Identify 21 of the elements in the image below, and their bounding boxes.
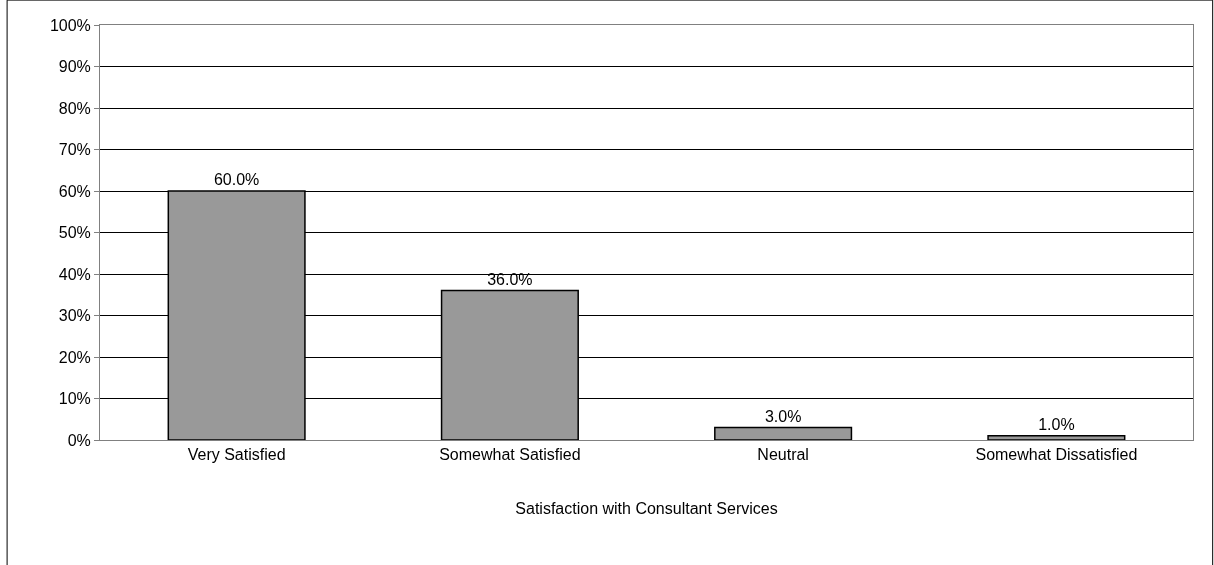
y-tick-label: 10%: [58, 390, 91, 408]
data-label: 3.0%: [764, 407, 802, 425]
bar: [987, 435, 1126, 440]
y-tick-label: 100%: [49, 16, 91, 34]
x-tick-label: Somewhat Satisfied: [439, 446, 581, 464]
data-label: 60.0%: [213, 171, 260, 188]
y-tick-label: 60%: [58, 182, 91, 200]
y-tick-label: 70%: [58, 141, 91, 159]
bar: [714, 426, 853, 440]
x-tick-label: Neutral: [757, 446, 809, 464]
y-tick-label: 20%: [58, 348, 91, 366]
y-tick-label: 90%: [58, 58, 91, 76]
x-tick-label: Very Satisfied: [187, 446, 286, 464]
y-tick-label: 0%: [67, 431, 91, 449]
data-label: 1.0%: [1038, 415, 1075, 433]
y-tick-label: 50%: [58, 224, 91, 242]
y-tick-label: 40%: [58, 265, 91, 283]
x-axis-title: Satisfaction with Consultant Services: [515, 499, 778, 517]
x-tick-label: Somewhat Dissatisfied: [975, 446, 1138, 464]
y-tick-label: 30%: [58, 307, 91, 325]
y-tick-label: 80%: [58, 99, 91, 117]
